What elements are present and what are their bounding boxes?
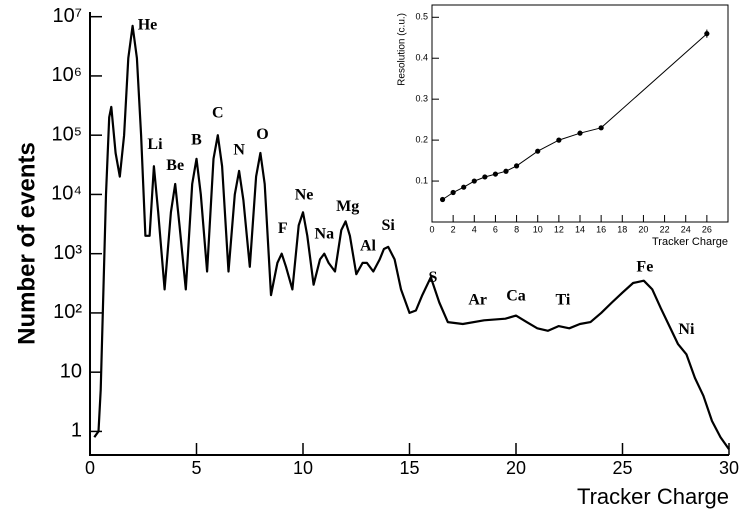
point <box>513 163 520 169</box>
x-tick-label: 18 <box>617 224 627 234</box>
y-tick-label: 10⁵ <box>51 123 82 145</box>
element-label: Si <box>382 217 396 234</box>
y-tick-label: 10² <box>53 301 82 323</box>
x-axis-label: Tracker Charge <box>652 236 728 248</box>
y-tick-label: 0.5 <box>415 12 428 22</box>
inset-frame <box>431 4 729 223</box>
x-tick-label: 20 <box>506 458 526 478</box>
y-tick-label: 10⁶ <box>52 64 82 86</box>
y-tick-label: 10⁴ <box>51 183 82 205</box>
point <box>482 174 488 180</box>
element-label: S <box>428 269 437 286</box>
y-axis-label: Resolution (c.u.) <box>397 13 408 86</box>
element-label: Al <box>360 238 377 255</box>
y-tick-label: 10⁷ <box>53 5 82 27</box>
y-tick-label: 1 <box>71 420 82 442</box>
x-tick-label: 12 <box>554 224 564 234</box>
point <box>704 31 710 37</box>
element-label: Ne <box>295 186 314 203</box>
element-label: F <box>278 220 288 237</box>
x-tick-label: 5 <box>191 458 201 478</box>
element-label: Ti <box>555 292 570 309</box>
point <box>556 137 562 143</box>
element-label: Li <box>147 136 163 153</box>
element-label: Ni <box>678 321 695 338</box>
x-tick-label: 2 <box>451 224 456 234</box>
point <box>439 196 446 203</box>
x-tick-label: 6 <box>493 224 498 234</box>
y-tick-label: 0.1 <box>415 175 428 185</box>
x-tick-label: 25 <box>612 458 632 478</box>
point <box>503 168 509 174</box>
element-label: Ar <box>468 292 487 309</box>
point <box>598 125 604 131</box>
point <box>535 148 541 154</box>
x-tick-label: 0 <box>85 458 95 478</box>
histogram-line <box>93 24 730 450</box>
element-label: Be <box>166 157 184 174</box>
element-label: Fe <box>636 258 653 275</box>
x-tick-label: 8 <box>514 224 519 234</box>
element-label: He <box>138 17 158 34</box>
element-label: Na <box>315 225 335 242</box>
y-axis-label: Number of events <box>13 142 40 345</box>
point <box>577 130 583 136</box>
y-tick-label: 10 <box>60 360 82 382</box>
x-tick-label: 15 <box>399 458 419 478</box>
axes <box>89 12 729 456</box>
x-tick-label: 24 <box>681 224 691 234</box>
x-tick-label: 30 <box>719 458 739 478</box>
point <box>471 178 477 184</box>
point <box>450 189 456 196</box>
element-label: N <box>233 142 245 159</box>
x-axis-label: Tracker Charge <box>577 484 729 509</box>
y-tick-label: 10³ <box>53 242 82 264</box>
element-label: O <box>256 126 268 143</box>
element-label: B <box>191 132 202 149</box>
x-tick-label: 10 <box>293 458 313 478</box>
x-tick-label: 10 <box>533 224 543 234</box>
x-tick-label: 20 <box>638 224 648 234</box>
y-tick-label: 0.3 <box>415 94 428 104</box>
element-label: Mg <box>336 198 359 215</box>
point <box>492 171 499 177</box>
x-tick-label: 26 <box>702 224 712 234</box>
x-tick-label: 14 <box>575 224 585 234</box>
element-label: C <box>212 104 224 121</box>
y-tick-label: 0.4 <box>415 53 428 63</box>
point <box>461 184 467 190</box>
x-tick-label: 16 <box>596 224 606 234</box>
x-tick-label: 22 <box>660 224 670 234</box>
x-tick-label: 4 <box>472 224 477 234</box>
element-label: Ca <box>506 288 526 305</box>
x-tick-label: 0 <box>429 224 434 234</box>
y-tick-label: 0.2 <box>415 134 428 144</box>
